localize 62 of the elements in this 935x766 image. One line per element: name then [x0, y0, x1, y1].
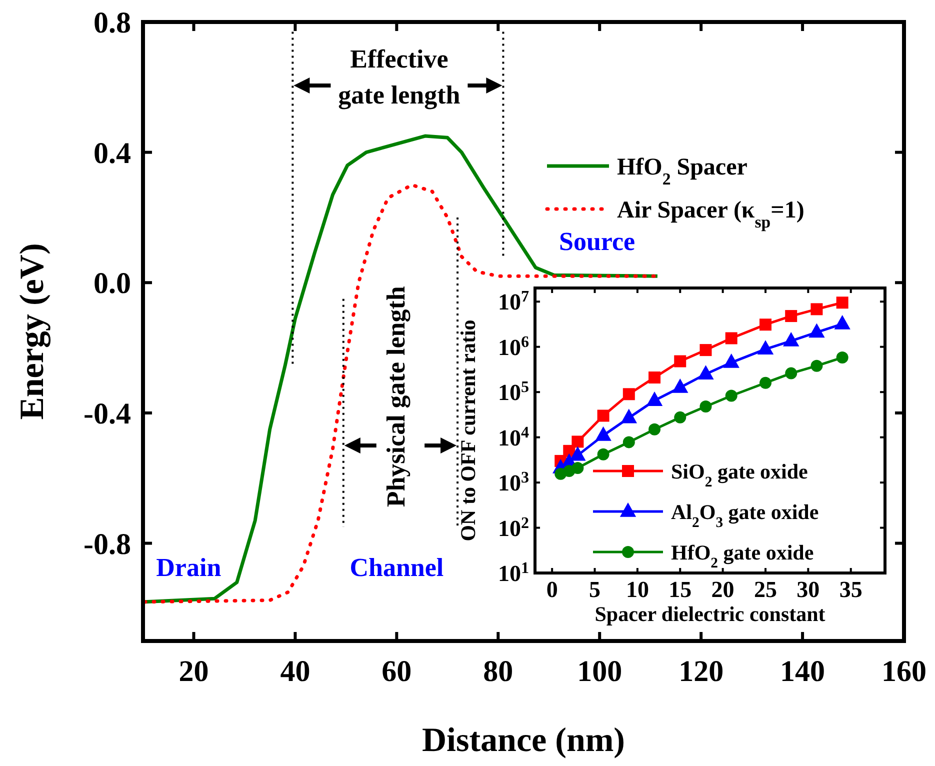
y-tick-label: 0.8 [94, 6, 131, 40]
x-tick-label: 60 [382, 655, 412, 688]
legend-label: Al$_{2}$O$_{3}$ gate oxide [671, 500, 819, 531]
annotation: Physical gate length [381, 286, 410, 508]
annotation: Drain [156, 552, 222, 582]
point [785, 310, 798, 322]
y-axis-title: ON to OFF current ratio [456, 320, 480, 542]
y-tick-label: -0.4 [84, 397, 131, 430]
point [597, 448, 610, 460]
point [572, 462, 584, 474]
legend-label: HfO$_{2}$ Spacer [617, 154, 748, 188]
point [700, 344, 712, 356]
y-tick-label: -0.8 [84, 528, 131, 561]
y-tick-label: 10$^{3}$ [498, 469, 529, 496]
point [622, 436, 635, 448]
y-tick-label: 0.0 [94, 267, 131, 300]
point [648, 372, 661, 384]
x-tick-label: 140 [780, 655, 826, 688]
y-axis-title: Energy (eV) [14, 243, 51, 420]
x-axis-title: Spacer dielectric constant [594, 602, 826, 626]
point [572, 436, 584, 448]
x-tick-label: 40 [280, 655, 310, 688]
annotation: Channel [350, 552, 444, 582]
legend-label: HfO$_{2}$ gate oxide [671, 540, 814, 572]
x-tick-label: 20 [711, 577, 734, 602]
point [725, 332, 738, 344]
x-tick-label: 160 [882, 655, 926, 688]
x-tick-label: 30 [796, 577, 820, 602]
point [785, 367, 798, 380]
point [759, 376, 772, 389]
x-tick-label: 100 [577, 655, 622, 688]
x-axis-title: Distance (nm) [422, 722, 626, 759]
point [597, 410, 610, 422]
point [674, 355, 686, 368]
y-tick-label: 10$^{6}$ [498, 333, 529, 360]
x-tick-label: 20 [178, 655, 209, 688]
x-tick-label: 10 [626, 577, 649, 602]
y-tick-label: 0.4 [94, 136, 131, 170]
point [700, 400, 712, 412]
point [725, 390, 738, 402]
point [810, 360, 823, 372]
point [759, 318, 772, 331]
x-tick-label: 25 [754, 577, 777, 602]
x-tick-label: 5 [589, 577, 601, 602]
point [836, 352, 848, 364]
point [622, 388, 635, 400]
x-tick-label: 15 [668, 577, 692, 602]
y-tick-label: 10$^{5}$ [498, 378, 529, 406]
y-tick-label: 10$^{1}$ [498, 560, 529, 586]
point [810, 303, 823, 316]
annotation: Effective gate length [338, 44, 461, 110]
x-tick-label: 80 [483, 655, 514, 688]
point [648, 423, 661, 436]
x-tick-label: 35 [839, 577, 862, 602]
point [674, 411, 686, 424]
y-tick-label: 10$^{4}$ [498, 424, 529, 450]
x-tick-label: 0 [546, 577, 558, 602]
y-tick-label: 10$^{2}$ [498, 514, 529, 541]
legend-label: SiO$_{2}$ gate oxide [671, 459, 808, 490]
x-tick-label: 120 [678, 655, 724, 688]
y-tick-label: 10$^{7}$ [498, 288, 529, 315]
point [836, 296, 848, 309]
